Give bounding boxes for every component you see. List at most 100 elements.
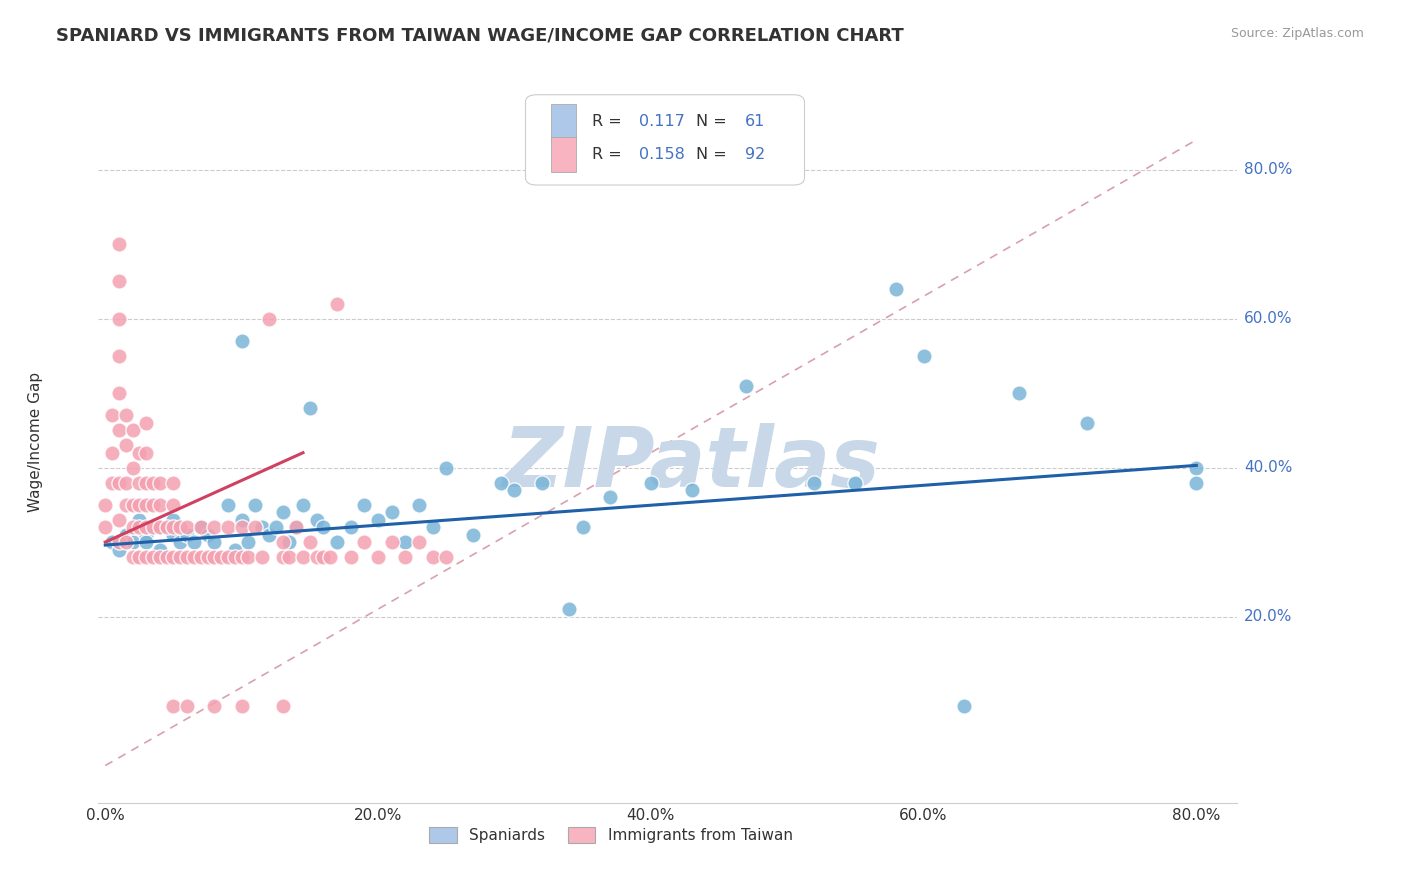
Point [101,409,124,423]
Point [285,520,308,534]
Point [640,475,662,490]
Point [94,520,117,534]
Point [224,542,246,557]
Point [108,513,131,527]
Point [108,311,131,326]
Point [162,527,184,541]
Point [176,527,198,541]
Point [422,549,444,564]
Point [353,498,375,512]
Point [271,505,294,519]
Point [121,423,143,437]
Point [434,549,457,564]
Point [142,475,165,490]
Point [162,698,184,713]
Point [128,513,150,527]
Point [1185,475,1208,490]
Text: 40.0%: 40.0% [1244,460,1292,475]
Point [202,535,225,549]
Point [408,498,430,512]
Point [101,446,124,460]
Text: 0.117: 0.117 [640,114,685,129]
Point [108,535,131,549]
Point [292,498,315,512]
Point [217,549,239,564]
Point [463,527,485,541]
Point [197,549,219,564]
Point [394,549,416,564]
Point [128,520,150,534]
Point [312,520,335,534]
Point [912,349,935,363]
Point [231,334,253,348]
Point [135,520,157,534]
Text: ZIPatlas: ZIPatlas [502,423,880,504]
Point [149,498,172,512]
Point [108,423,131,437]
Point [121,549,143,564]
Point [231,513,253,527]
Point [408,535,430,549]
Point [264,520,287,534]
Point [108,349,131,363]
FancyBboxPatch shape [526,95,804,185]
Point [142,549,165,564]
Point [135,416,157,430]
Text: N =: N = [696,147,733,162]
Point [135,535,157,549]
Y-axis label: Wage/Income Gap: Wage/Income Gap [28,371,42,512]
Point [121,520,143,534]
Point [231,698,253,713]
Point [183,535,205,549]
Point [149,520,172,534]
Point [271,535,294,549]
Point [114,498,136,512]
Text: 80.0%: 80.0% [1244,162,1292,178]
Point [339,549,361,564]
Point [530,475,553,490]
Point [197,527,219,541]
Point [312,549,335,564]
Point [681,483,703,497]
Point [884,282,907,296]
Point [142,498,165,512]
Legend: Spaniards, Immigrants from Taiwan: Spaniards, Immigrants from Taiwan [423,822,799,849]
Point [94,498,117,512]
Text: 92: 92 [745,147,765,162]
Point [209,549,232,564]
Point [156,549,179,564]
Point [114,475,136,490]
Point [190,520,212,534]
Point [571,520,593,534]
Point [183,549,205,564]
Point [803,475,825,490]
Point [162,520,184,534]
Text: 61: 61 [745,114,766,129]
Point [434,460,457,475]
Point [149,542,172,557]
Text: R =: R = [592,147,627,162]
Point [135,475,157,490]
Point [169,520,191,534]
Point [422,520,444,534]
Point [298,535,321,549]
Point [278,549,301,564]
Point [162,475,184,490]
Point [238,535,260,549]
Point [156,520,179,534]
Text: N =: N = [696,114,733,129]
Point [298,401,321,415]
Point [190,549,212,564]
Text: Source: ZipAtlas.com: Source: ZipAtlas.com [1230,27,1364,40]
Point [108,274,131,288]
Point [128,446,150,460]
Point [162,498,184,512]
Point [162,549,184,564]
Point [176,520,198,534]
Point [489,475,512,490]
Point [271,698,294,713]
Point [135,498,157,512]
Point [224,549,246,564]
Point [231,520,253,534]
Point [169,549,191,564]
